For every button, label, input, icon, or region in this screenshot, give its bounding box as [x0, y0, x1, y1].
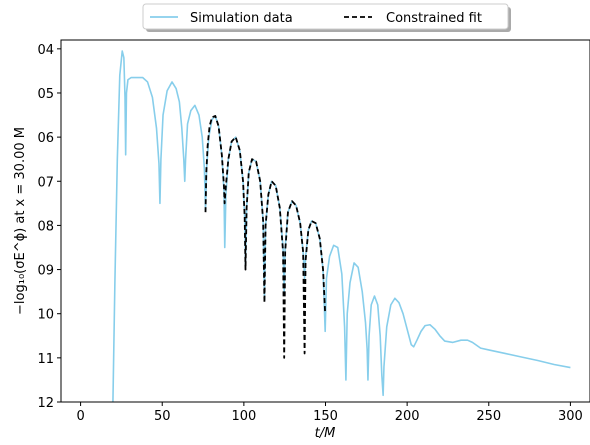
- plot-lines: [112, 50, 571, 402]
- x-tick-label: 150: [313, 409, 338, 424]
- y-tick-label: 09: [37, 264, 54, 279]
- y-tick-label: 08: [37, 219, 54, 234]
- y-tick-label: 05: [37, 87, 54, 102]
- x-tick-label: 300: [558, 409, 583, 424]
- y-tick-label: 11: [37, 352, 54, 367]
- x-tick-label: 0: [76, 409, 84, 424]
- series-line-fit: [204, 115, 327, 359]
- legend-label-fit: Constrained fit: [386, 11, 482, 26]
- legend: Simulation data Constrained fit: [142, 3, 511, 32]
- x-tick-label: 100: [231, 409, 256, 424]
- y-axis-label: −log₁₀(σE^ϕ) at x = 30.00 M: [13, 127, 28, 315]
- legend-box: [142, 3, 509, 30]
- y-tick-label: 04: [37, 43, 54, 58]
- x-tick-label: 250: [476, 409, 501, 424]
- y-axis: 04 05 06 07 08 09 10 11 12: [37, 43, 61, 411]
- legend-label-simulation: Simulation data: [190, 11, 293, 26]
- x-axis-label: t/M: [315, 426, 336, 441]
- y-tick-label: 07: [37, 175, 54, 190]
- x-axis: 0 50 100 150 200 250 300: [76, 402, 583, 424]
- y-tick-label: 12: [37, 396, 54, 411]
- x-tick-label: 50: [154, 409, 171, 424]
- y-tick-label: 06: [37, 131, 54, 146]
- x-tick-label: 200: [395, 409, 420, 424]
- y-tick-label: 10: [37, 308, 54, 323]
